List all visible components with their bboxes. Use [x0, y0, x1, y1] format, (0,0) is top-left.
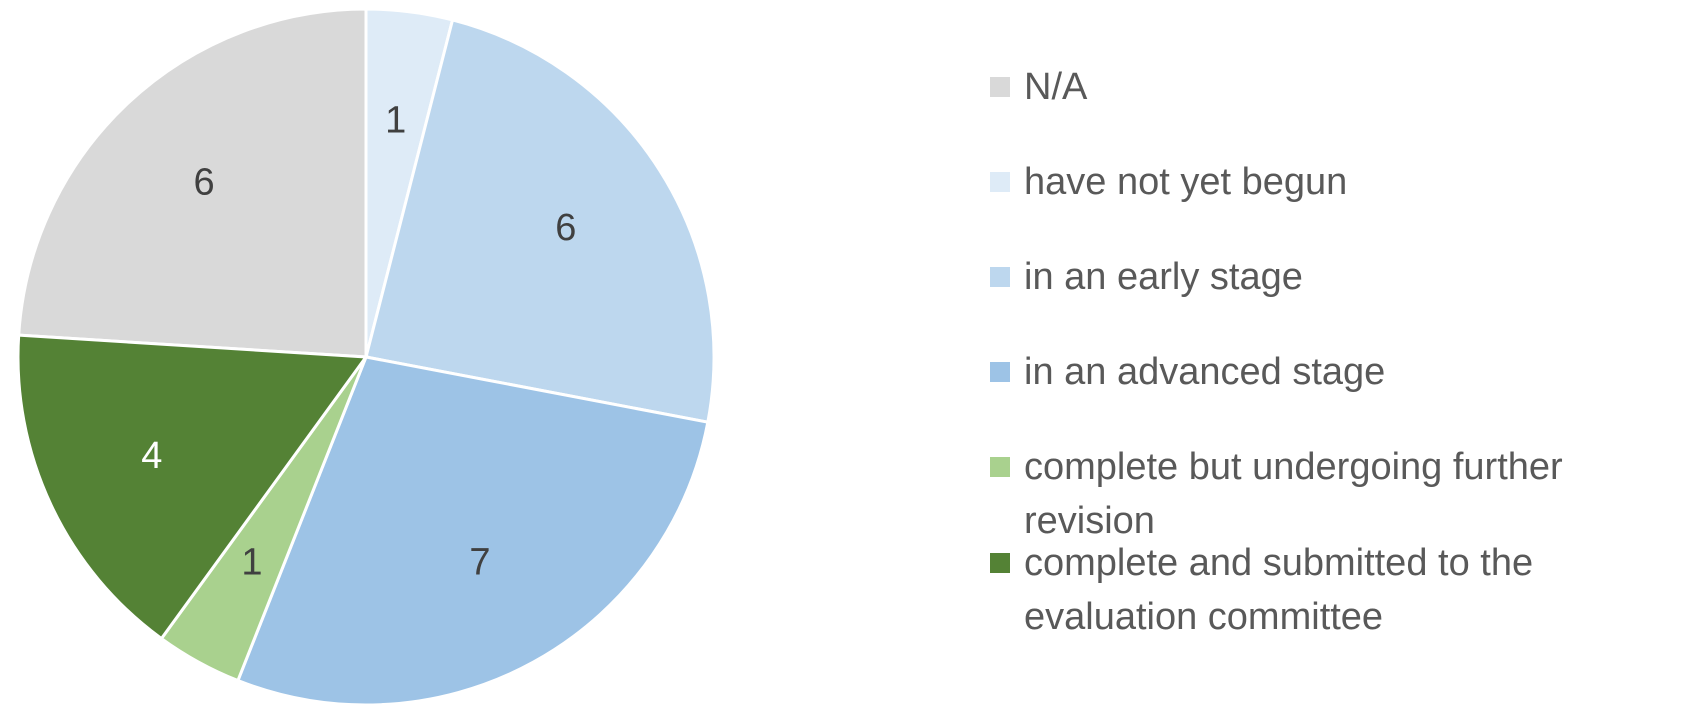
data-label: 4: [141, 435, 162, 477]
legend-swatch: [990, 553, 1010, 573]
legend-item: in an early stage: [990, 250, 1650, 304]
data-label: 1: [385, 99, 406, 141]
legend-label: have not yet begun: [1024, 161, 1348, 203]
pie-area: 6 1 6 7 1 4: [16, 7, 716, 707]
pie-slice: [235, 355, 710, 707]
legend-item: complete and submitted to the evaluation…: [990, 536, 1650, 644]
data-label: 7: [469, 541, 490, 583]
legend-label: complete but undergoing further revision: [1024, 446, 1563, 542]
legend-swatch: [990, 77, 1010, 97]
data-label: 1: [241, 541, 262, 583]
data-label: 6: [193, 162, 214, 204]
legend-label: in an early stage: [1024, 256, 1303, 298]
legend-swatch: [990, 172, 1010, 192]
pie-slice: [364, 18, 716, 424]
legend-item: have not yet begun: [990, 155, 1650, 209]
pie-slice: [17, 7, 368, 359]
legend-label: N/A: [1024, 66, 1088, 108]
legend-swatch: [990, 267, 1010, 287]
legend-label: complete and submitted to the evaluation…: [1024, 542, 1534, 638]
data-label: 6: [555, 207, 576, 249]
legend-item: complete but undergoing further revision: [990, 440, 1650, 548]
legend-swatch: [990, 457, 1010, 477]
legend-swatch: [990, 362, 1010, 382]
legend-item: N/A: [990, 60, 1650, 114]
legend: N/A have not yet begun in an early stage in…: [990, 60, 1650, 685]
pie-slice: [16, 333, 369, 641]
legend-item: in an advanced stage: [990, 345, 1650, 399]
legend-label: in an advanced stage: [1024, 351, 1386, 393]
